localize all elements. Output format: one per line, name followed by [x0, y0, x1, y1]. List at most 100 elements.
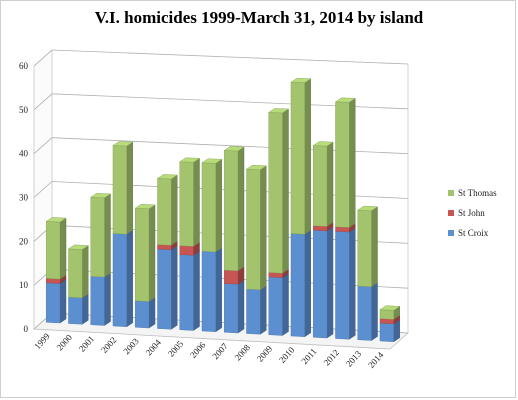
- bar-segment: [290, 233, 305, 337]
- bar-segment-side: [215, 158, 222, 253]
- bar-segment: [68, 296, 83, 325]
- gridline-side: [33, 49, 53, 67]
- x-tick-label: 2007: [210, 341, 230, 361]
- bar-segment: [90, 276, 105, 326]
- x-tick-label: 2008: [233, 342, 253, 362]
- y-tick-label: 60: [19, 61, 29, 71]
- bar-segment: [135, 207, 150, 302]
- x-tick-label: 2014: [366, 350, 386, 370]
- x-tick-label: 2003: [121, 336, 141, 356]
- bar-segment: [157, 248, 172, 330]
- bar-segment: [268, 112, 283, 274]
- bar-segment: [46, 282, 61, 324]
- x-tick-label: 2000: [55, 332, 75, 352]
- bar-segment-side: [349, 227, 356, 340]
- x-tick-label: 2010: [277, 345, 297, 365]
- bar-top: [245, 164, 267, 171]
- bar-top: [357, 205, 379, 211]
- gridline: [51, 49, 409, 65]
- bar-top: [334, 97, 356, 103]
- y-tick-label: 20: [19, 236, 29, 246]
- bar-segment: [90, 197, 105, 278]
- bar-top: [112, 141, 134, 147]
- bar-segment-side: [193, 157, 200, 247]
- bar-segment: [201, 162, 216, 253]
- bar-segment-side: [193, 250, 200, 331]
- bar-segment-side: [126, 141, 133, 235]
- bar-segment-side: [104, 193, 111, 278]
- x-tick-label: 2012: [322, 347, 341, 367]
- y-tick-label: 30: [19, 193, 29, 203]
- bar-segment-side: [237, 279, 245, 334]
- x-tick-label: 2001: [77, 334, 96, 354]
- bar-segment: [201, 251, 216, 332]
- bar-top: [290, 77, 312, 83]
- bar-top: [223, 146, 245, 152]
- gridline-side: [33, 181, 53, 198]
- bar-top: [134, 203, 156, 210]
- bar-top: [90, 193, 112, 199]
- bar-segment: [179, 161, 194, 247]
- bar-top: [156, 174, 178, 180]
- bar-segment: [379, 322, 394, 342]
- bar-segment: [46, 221, 61, 280]
- bar-segment: [224, 269, 239, 285]
- x-tick-label: 2011: [299, 346, 318, 366]
- bar-top: [67, 244, 89, 250]
- bar-segment-side: [371, 206, 378, 288]
- bar-segment: [68, 248, 83, 299]
- bar-segment: [112, 233, 127, 327]
- bar-top: [201, 158, 223, 164]
- bar-segment: [379, 309, 394, 320]
- x-tick-label: 2006: [188, 340, 208, 360]
- bar-segment-side: [171, 174, 178, 246]
- y-tick-label: 10: [19, 280, 29, 290]
- bar-segment-side: [349, 97, 356, 228]
- bar-segment-side: [326, 226, 334, 339]
- x-tick-label: 1999: [32, 331, 52, 351]
- bar-segment-side: [148, 204, 156, 302]
- bar-segment: [268, 276, 283, 336]
- bar-segment: [313, 229, 328, 339]
- bar-segment: [290, 81, 305, 235]
- bar-segment-side: [148, 297, 156, 329]
- bar-segment-side: [260, 285, 267, 335]
- y-tick-label: 40: [19, 149, 29, 159]
- bar-top: [268, 108, 290, 114]
- bar-top: [179, 157, 201, 163]
- bar-segment: [112, 145, 127, 235]
- x-tick-label: 2009: [255, 343, 275, 363]
- bar-segment: [335, 101, 350, 228]
- legend-entry: St John: [458, 208, 485, 218]
- bar-segment-side: [171, 245, 178, 330]
- legend-swatch: [448, 210, 454, 216]
- bar-segment: [179, 254, 194, 331]
- bar-segment-side: [282, 108, 289, 274]
- bar-segment: [357, 209, 372, 288]
- bar-top: [379, 305, 401, 311]
- legend-entry: St Thomas: [458, 188, 497, 198]
- bar-segment: [135, 300, 150, 329]
- bar-segment: [335, 231, 350, 340]
- bar-segment: [357, 285, 372, 341]
- y-tick-label: 50: [19, 105, 29, 115]
- bar-segment: [179, 245, 194, 256]
- bar-segment: [246, 288, 261, 335]
- x-tick-label: 2002: [99, 335, 118, 355]
- bar-segment-side: [304, 78, 311, 235]
- legend-swatch: [448, 190, 454, 196]
- bar-segment: [224, 283, 239, 334]
- bar-segment: [313, 145, 328, 227]
- x-tick-label: 2005: [166, 338, 186, 358]
- bar-top: [312, 141, 334, 147]
- bar-segment: [157, 178, 172, 246]
- bar-segment-side: [326, 141, 334, 227]
- bar-segment-side: [237, 146, 245, 272]
- bar-segment-side: [59, 279, 67, 324]
- bar-segment-side: [260, 165, 267, 291]
- bar-segment-side: [282, 273, 289, 336]
- bar-segment-side: [304, 229, 311, 338]
- legend-entry: St Croix: [458, 228, 489, 238]
- bar-segment-side: [82, 293, 89, 325]
